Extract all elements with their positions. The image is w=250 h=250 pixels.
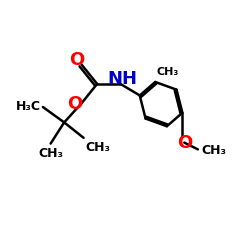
Text: CH₃: CH₃ [86, 141, 110, 154]
Text: H₃C: H₃C [16, 100, 41, 112]
Text: CH₃: CH₃ [202, 144, 227, 157]
Text: O: O [69, 51, 84, 69]
Text: O: O [177, 134, 192, 152]
Text: NH: NH [107, 70, 137, 87]
Text: CH₃: CH₃ [156, 66, 178, 76]
Text: O: O [67, 95, 82, 113]
Text: CH₃: CH₃ [38, 148, 63, 160]
